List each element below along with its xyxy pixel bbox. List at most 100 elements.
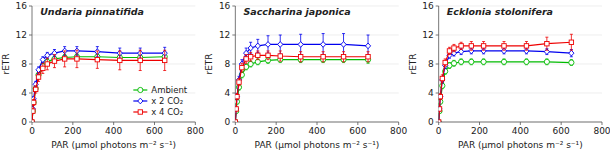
error-bar <box>525 42 528 51</box>
tick-label: 8 <box>225 59 231 69</box>
tick <box>154 122 155 125</box>
error-bar <box>448 47 451 54</box>
x-axis <box>32 122 195 123</box>
data-point <box>524 59 529 64</box>
error-bar <box>37 73 40 82</box>
grid-line <box>439 93 602 94</box>
data-point <box>235 107 238 111</box>
tick-label: 16 <box>16 1 28 11</box>
tick-label: 0 <box>225 117 231 127</box>
tick-label: 0 <box>428 117 434 127</box>
tick <box>398 122 399 125</box>
data-point <box>45 52 50 58</box>
data-point <box>469 59 474 64</box>
data-point <box>235 94 239 98</box>
tick-label: 8 <box>21 59 27 69</box>
tick <box>29 93 32 94</box>
tick-label: 200 <box>471 126 488 136</box>
data-point <box>162 58 166 62</box>
x-axis-label: PAR (μmol photons m⁻² s⁻¹) <box>51 140 176 150</box>
data-point <box>439 119 442 122</box>
legend-marker <box>138 87 143 92</box>
tick-label: 4 <box>428 88 434 98</box>
error-bar <box>96 51 99 68</box>
tick-label: 0 <box>436 126 442 136</box>
tick <box>561 122 562 125</box>
tick-label: 16 <box>422 1 434 11</box>
grid-line <box>32 122 195 123</box>
y-axis-label: rETR <box>1 53 11 74</box>
error-bar <box>53 55 56 68</box>
tick-label: 4 <box>21 88 27 98</box>
error-bar <box>118 51 121 70</box>
error-bar <box>299 52 302 62</box>
data-point <box>341 42 346 48</box>
figure: 04812160200400600800PAR (μmol photons m⁻… <box>0 0 610 154</box>
error-bar <box>439 107 441 111</box>
tick-label: 600 <box>553 126 570 136</box>
error-bar <box>34 86 37 93</box>
data-point <box>235 119 238 122</box>
plot-area <box>439 34 574 122</box>
grid-line <box>439 35 602 36</box>
data-point <box>32 109 35 113</box>
data-point <box>237 80 241 84</box>
data-point <box>365 43 370 49</box>
tick <box>276 122 277 125</box>
data-point <box>341 55 345 59</box>
grid-line <box>235 35 398 36</box>
data-point <box>443 60 447 64</box>
series-line <box>439 42 572 122</box>
tick <box>29 35 32 36</box>
data-point <box>439 119 442 122</box>
legend-label: x 2 CO₂ <box>151 96 183 106</box>
tick <box>113 122 114 125</box>
data-point <box>481 59 486 64</box>
tick <box>436 122 439 123</box>
error-bar <box>235 108 237 111</box>
series-line <box>439 62 572 122</box>
data-point <box>440 76 444 80</box>
data-point <box>266 53 270 57</box>
tick-label: 12 <box>219 30 230 40</box>
error-bar <box>439 108 441 111</box>
data-point <box>235 119 238 122</box>
legend-marker <box>138 110 142 114</box>
error-bar <box>240 63 243 72</box>
x-axis-label: PAR (μmol photons m⁻² s⁻¹) <box>458 140 583 150</box>
y-axis <box>235 6 236 122</box>
data-point <box>52 59 56 63</box>
error-bar <box>570 34 573 50</box>
series-line <box>235 44 368 122</box>
tick-label: 400 <box>105 126 122 136</box>
series-line <box>235 55 368 122</box>
tick <box>232 122 235 123</box>
error-bar <box>482 42 485 51</box>
tick <box>438 122 439 125</box>
x-axis-label: PAR (μmol photons m⁻² s⁻¹) <box>255 140 380 150</box>
error-bar <box>245 55 248 64</box>
data-point <box>75 57 79 61</box>
data-point <box>321 55 325 59</box>
data-point <box>481 44 485 48</box>
error-bar <box>238 79 241 86</box>
data-point <box>95 57 99 61</box>
tick <box>29 6 32 7</box>
error-bar <box>32 100 35 104</box>
tick <box>436 64 439 65</box>
error-bar <box>452 44 455 51</box>
data-point <box>544 59 549 64</box>
data-point <box>501 59 506 64</box>
data-point <box>439 107 442 111</box>
error-bar <box>267 51 270 60</box>
data-point <box>569 50 574 56</box>
data-point <box>256 53 260 57</box>
tick <box>602 122 603 125</box>
error-bar <box>439 94 442 100</box>
error-bar <box>32 110 34 113</box>
data-point <box>502 44 506 48</box>
tick <box>232 35 235 36</box>
error-bar <box>545 37 548 50</box>
data-point <box>545 41 549 45</box>
data-point <box>366 55 370 59</box>
